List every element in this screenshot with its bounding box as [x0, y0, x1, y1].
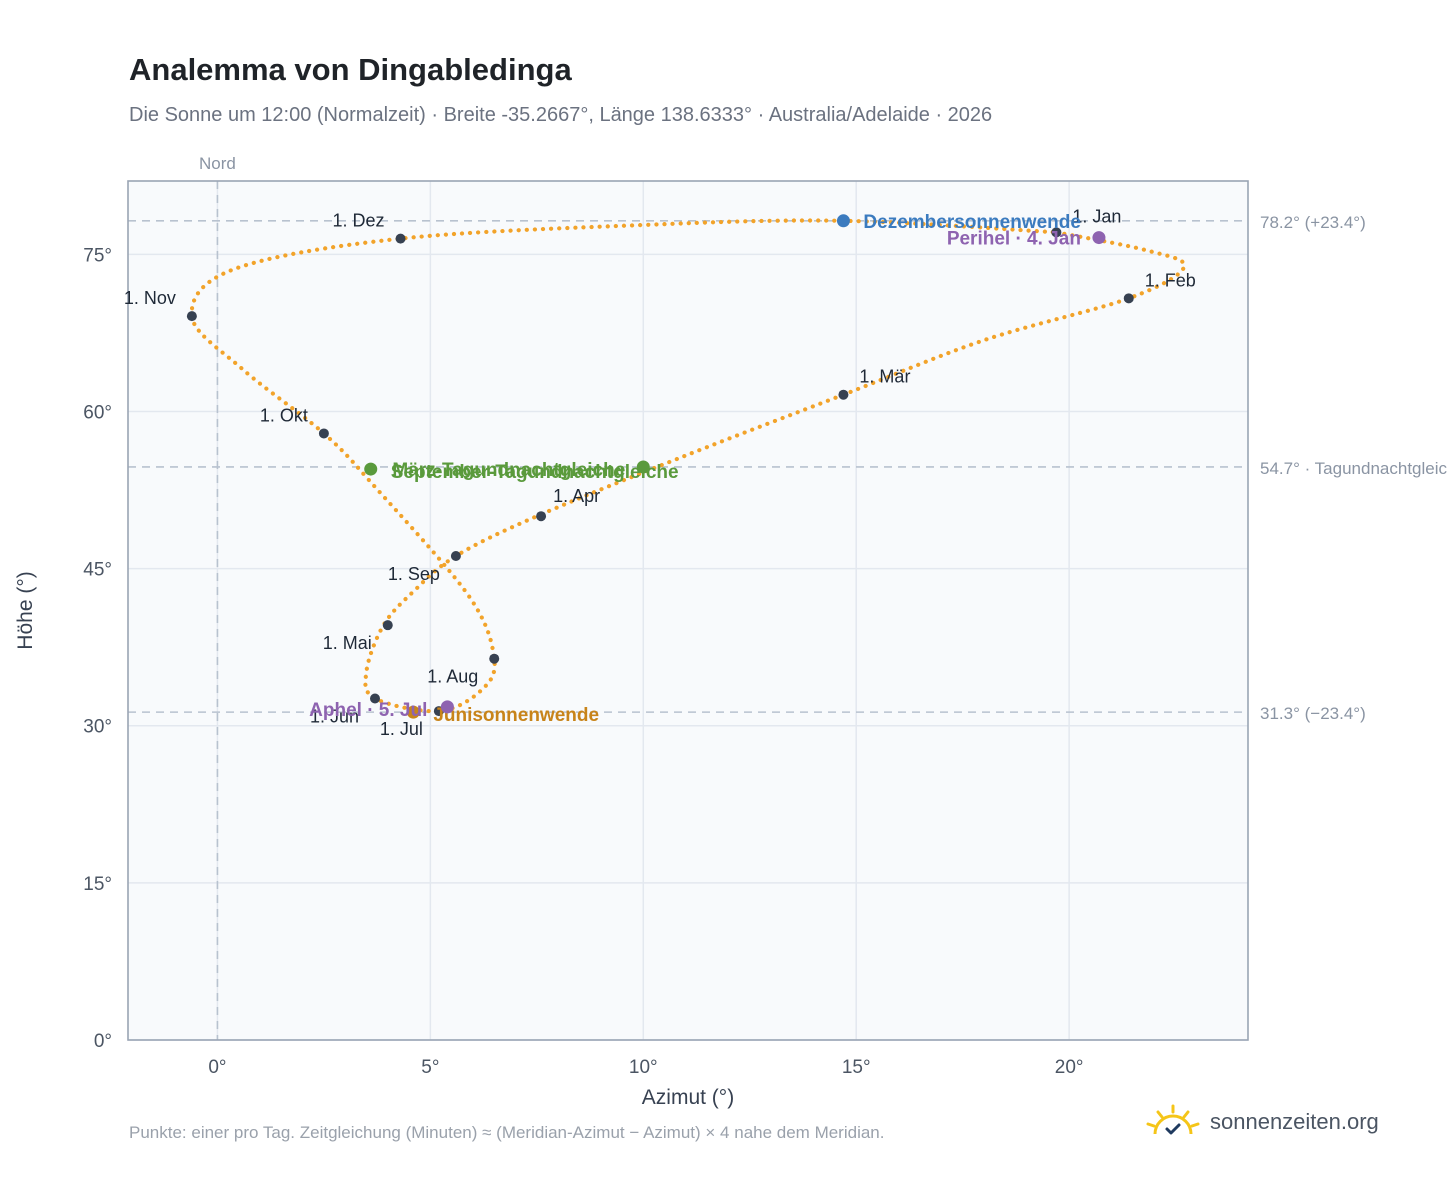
- month-label: 1. Mai: [323, 633, 372, 653]
- chart-subtitle: Die Sonne um 12:00 (Normalzeit) · Breite…: [129, 104, 993, 126]
- month-label: 1. Jul: [380, 719, 423, 739]
- month-marker: [489, 653, 500, 664]
- event-label: Dezembersonnenwende: [863, 212, 1081, 233]
- north-label: Nord: [199, 154, 236, 173]
- event-marker: [440, 700, 454, 714]
- month-marker: [186, 311, 197, 322]
- y-tick-label: 30°: [83, 717, 112, 738]
- month-label: 1. Mär: [859, 367, 910, 387]
- month-marker: [1123, 293, 1134, 304]
- plot-frame: [127, 180, 1249, 1041]
- y-tick-label: 60°: [83, 402, 112, 423]
- reference-label: 54.7° · Tagundnachtgleiche: [1260, 459, 1448, 478]
- event-marker: [636, 460, 650, 474]
- month-label: 1. Jan: [1072, 206, 1121, 226]
- brand-name: sonnenzeiten.org: [1210, 1109, 1379, 1134]
- month-label: 1. Nov: [124, 288, 176, 308]
- event-marker: [1092, 231, 1106, 245]
- plot-area: [128, 181, 1248, 1040]
- event-label: September-Tagundnachtgleiche: [391, 462, 679, 483]
- month-label: 1. Apr: [553, 486, 600, 506]
- month-label: 1. Okt: [260, 405, 308, 425]
- x-tick-label: 15°: [842, 1057, 871, 1078]
- event-marker: [406, 705, 420, 719]
- x-axis-title: Azimut (°): [642, 1086, 734, 1109]
- month-marker: [369, 693, 380, 704]
- event-label: März-Tagundnachtgleiche: [392, 460, 625, 481]
- x-tick-label: 10°: [629, 1057, 658, 1078]
- reference-label: 31.3° (−23.4°): [1260, 704, 1366, 723]
- event-marker: [836, 214, 850, 228]
- month-label: 1. Aug: [427, 667, 478, 687]
- y-tick-label: 15°: [83, 874, 112, 895]
- chart-title: Analemma von Dingabledinga: [129, 52, 572, 87]
- month-marker: [1051, 227, 1062, 238]
- sun-check-icon: [1146, 1104, 1200, 1135]
- event-marker: [364, 462, 378, 476]
- month-label: 1. Sep: [388, 564, 440, 584]
- month-marker: [395, 233, 406, 244]
- event-label: Perihel · 4. Jan: [947, 229, 1081, 250]
- y-tick-label: 45°: [83, 560, 112, 581]
- reference-label: 78.2° (+23.4°): [1260, 213, 1366, 232]
- event-label: Aphel · 5. Jul: [309, 700, 427, 721]
- month-label: 1. Jun: [310, 706, 359, 726]
- month-marker: [318, 428, 329, 439]
- month-label: 1. Feb: [1145, 270, 1196, 290]
- x-tick-label: 0°: [208, 1057, 226, 1078]
- y-tick-label: 0°: [94, 1031, 112, 1052]
- event-label: Junisonnenwende: [433, 705, 599, 726]
- footnote: Punkte: einer pro Tag. Zeitgleichung (Mi…: [129, 1123, 885, 1142]
- brand[interactable]: sonnenzeiten.org: [1146, 1102, 1379, 1142]
- month-marker: [382, 620, 393, 631]
- month-marker: [450, 551, 461, 562]
- x-tick-label: 5°: [421, 1057, 439, 1078]
- month-label: 1. Dez: [333, 211, 385, 231]
- y-tick-label: 75°: [83, 245, 112, 266]
- month-marker: [536, 511, 547, 522]
- y-axis-title: Höhe (°): [14, 571, 37, 649]
- x-tick-label: 20°: [1055, 1057, 1084, 1078]
- month-marker: [838, 389, 849, 400]
